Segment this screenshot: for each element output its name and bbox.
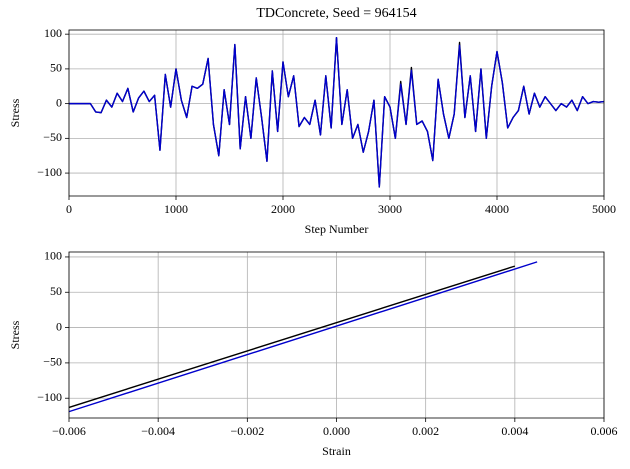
y-tick-label: 100	[44, 249, 62, 263]
plot-frame	[68, 251, 605, 419]
x-tick-label: 0.000	[323, 424, 350, 438]
x-axis-label: Strain	[322, 444, 351, 458]
x-tick-label: −0.004	[141, 424, 175, 438]
x-axis-label: Step Number	[305, 222, 369, 236]
chart-title: TDConcrete, Seed = 964154	[256, 6, 416, 21]
x-tick-label: 0	[66, 202, 72, 216]
data-line	[68, 261, 538, 413]
y-tick-label: 0	[56, 95, 62, 109]
x-tick-label: 5000	[592, 202, 616, 216]
y-tick-label: 50	[50, 61, 62, 75]
x-tick-label: 4000	[485, 202, 509, 216]
y-tick-label: −50	[43, 130, 62, 144]
x-tick-label: −0.002	[230, 424, 264, 438]
y-tick-label: −100	[37, 390, 62, 404]
y-tick-label: 0	[56, 319, 62, 333]
x-tick-label: 0.004	[501, 424, 528, 438]
x-tick-label: 0.002	[412, 424, 439, 438]
x-tick-label: −0.006	[52, 424, 86, 438]
y-axis-label: Stress	[8, 98, 22, 127]
y-axis-label: Stress	[8, 320, 22, 349]
data-line	[69, 36, 605, 188]
y-tick-label: −50	[43, 355, 62, 369]
y-tick-label: 100	[44, 26, 62, 40]
y-tick-label: −100	[37, 165, 62, 179]
data-line	[69, 36, 605, 188]
x-tick-label: 1000	[164, 202, 188, 216]
x-tick-label: 3000	[378, 202, 402, 216]
x-tick-label: 2000	[271, 202, 295, 216]
x-tick-label: 0.006	[591, 424, 618, 438]
data-line	[68, 265, 516, 409]
y-tick-label: 50	[50, 284, 62, 298]
plot-frame	[68, 29, 605, 197]
